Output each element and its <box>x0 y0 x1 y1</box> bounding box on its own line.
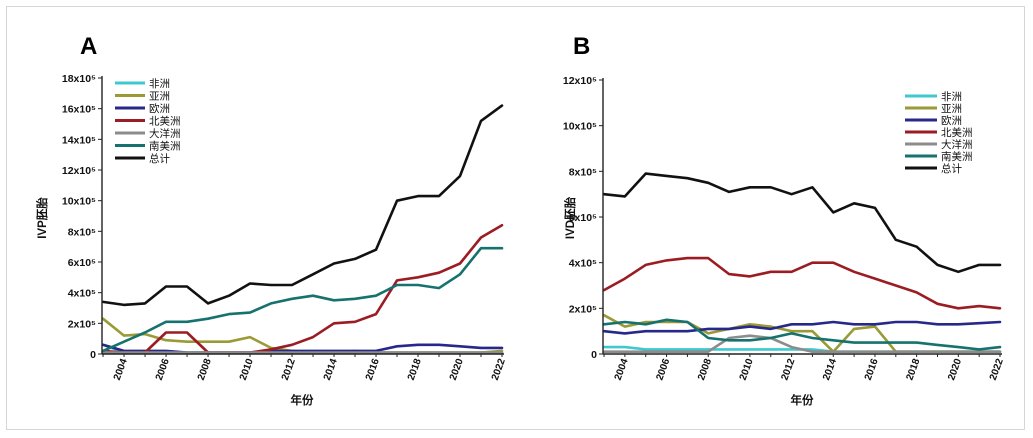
y-axis-label: IVD胚胎 <box>563 196 577 239</box>
x-tick-label: 2020 <box>946 357 964 382</box>
x-tick-label: 2020 <box>448 357 466 382</box>
series-line-南美洲 <box>101 246 504 353</box>
legend-label: 总计 <box>941 162 962 175</box>
y-tick-label: 4x10⁵ <box>68 288 96 300</box>
series-line-北美洲 <box>602 256 1002 310</box>
series-line-北美洲 <box>101 223 504 354</box>
y-tick-label: 16x10⁵ <box>62 104 96 116</box>
y-tick-label: 10x10⁵ <box>563 121 597 133</box>
y-tick-label: 12x10⁵ <box>563 75 597 87</box>
legend-label: 欧洲 <box>941 115 962 127</box>
panel-B: B 0 2x10⁵ 4x10⁵ 6x10⁵ 8x10⁵ 10x10⁵ 12x10⁵ 2004 20… <box>563 33 1006 407</box>
legend-label: 亚洲 <box>941 103 962 115</box>
y-tick-label: 6x10⁵ <box>68 257 96 269</box>
y-tick-label: 4x10⁵ <box>569 258 597 270</box>
x-axis-label: 年份 <box>291 393 314 407</box>
legend-label: 南美洲 <box>941 150 973 163</box>
x-tick-label: 2006 <box>654 357 672 382</box>
y-tick-label: 0 <box>591 349 597 361</box>
x-tick-label: 2010 <box>738 357 756 382</box>
series-line-总计 <box>101 104 504 307</box>
x-tick-label: 2010 <box>238 357 256 382</box>
legend-label: 非洲 <box>941 91 962 103</box>
figure-frame <box>6 6 1025 430</box>
y-tick-label: 6x10⁵ <box>569 212 597 224</box>
x-tick-label: 2014 <box>322 357 340 382</box>
y-tick-label: 18x10⁵ <box>62 73 96 85</box>
y-tick-label: 2x10⁵ <box>68 318 96 330</box>
x-tick-label: 2004 <box>112 357 130 382</box>
y-tick-label: 2x10⁵ <box>569 303 597 315</box>
legend-label: 南美洲 <box>149 140 181 153</box>
x-tick-label: 2012 <box>779 357 797 382</box>
x-tick-label: 2016 <box>863 357 881 382</box>
x-tick-label: 2012 <box>280 357 298 382</box>
y-tick-label: 14x10⁵ <box>62 134 96 146</box>
y-tick-label: 8x10⁵ <box>68 226 96 238</box>
legend-label: 非洲 <box>149 78 170 90</box>
y-axis-label: IVP胚胎 <box>35 197 49 239</box>
panel-label: B <box>573 33 590 60</box>
x-tick-label: 2006 <box>154 357 172 382</box>
legend-label: 北美洲 <box>941 126 973 139</box>
y-tick-label: 10x10⁵ <box>62 196 96 208</box>
legend-label: 北美洲 <box>149 115 181 128</box>
series-line-欧洲 <box>101 343 504 354</box>
series-line-南美洲 <box>602 318 1002 351</box>
x-tick-label: 2008 <box>196 357 214 382</box>
x-tick-label: 2008 <box>696 357 714 382</box>
legend-label: 亚洲 <box>149 91 170 103</box>
x-tick-label: 2018 <box>905 357 923 382</box>
series-line-总计 <box>602 172 1002 274</box>
legend-label: 总计 <box>149 152 170 165</box>
legend-label: 欧洲 <box>149 103 170 115</box>
series-line-欧洲 <box>602 320 1002 335</box>
y-tick-label: 8x10⁵ <box>569 166 597 178</box>
x-tick-label: 2016 <box>364 357 382 382</box>
x-tick-label: 2022 <box>490 357 508 382</box>
x-tick-label: 2022 <box>988 357 1006 382</box>
series-line-大洋洲 <box>602 334 1002 354</box>
y-tick-label: 12x10⁵ <box>62 165 96 177</box>
legend-label: 大洋洲 <box>941 138 973 151</box>
x-tick-label: 2014 <box>821 357 839 382</box>
y-tick-label: 0 <box>90 349 96 361</box>
panel-A: A 0 2x10⁵ 4x10⁵ 6x10⁵ 8x10⁵ 10x10⁵ 12x10⁵ 14x10⁵… <box>35 33 508 407</box>
panel-label: A <box>80 33 97 60</box>
x-axis-label: 年份 <box>791 393 814 407</box>
x-tick-label: 2018 <box>406 357 424 382</box>
x-tick-label: 2004 <box>613 357 631 382</box>
legend-label: 大洋洲 <box>149 127 181 140</box>
